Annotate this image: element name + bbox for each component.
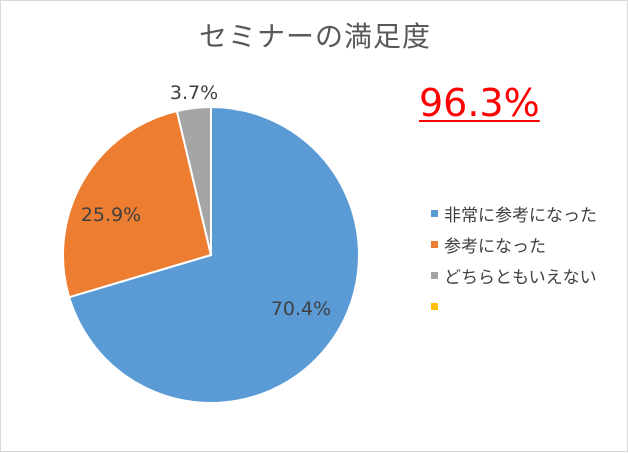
data-label-3: 3.7%: [170, 82, 218, 104]
legend-swatch-2: [431, 241, 438, 248]
data-label-2: 25.9%: [81, 204, 141, 226]
legend-swatch-1: [431, 210, 438, 217]
legend-item-2: 参考になった: [431, 229, 597, 260]
pie-slice-3: [175, 105, 212, 256]
pie-slice-1: [67, 105, 360, 404]
chart-title: セミナーの満足度: [198, 20, 431, 53]
pie-slice-2: [62, 109, 213, 299]
legend-item-1: 非常に参考になった: [431, 198, 597, 229]
data-label-1: 70.4%: [271, 298, 331, 320]
satisfaction-highlight: 96.3%: [419, 81, 540, 125]
legend-item-3: どちらともいえない: [431, 260, 597, 291]
legend-label-1: 非常に参考になった: [444, 206, 597, 226]
chart-legend: 非常に参考になった 参考になったどちらともいえない: [431, 198, 597, 322]
legend-label-2: 参考になった: [444, 237, 546, 257]
legend-item-4: [431, 291, 597, 322]
legend-swatch-4: [431, 303, 438, 310]
legend-swatch-3: [431, 272, 438, 279]
legend-label-3: どちらともいえない: [444, 268, 597, 288]
